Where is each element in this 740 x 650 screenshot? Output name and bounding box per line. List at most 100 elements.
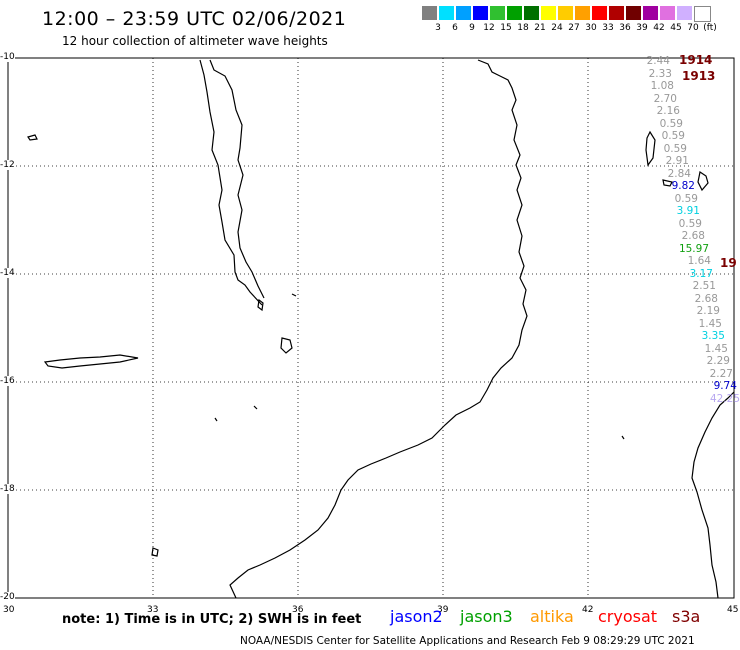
wave-height-value: 0.59 [661,130,685,142]
sat-legend-s3a: s3a [672,607,701,626]
lake-kariba-fragment [151,547,159,557]
wave-height-value: 2.19 [696,305,720,317]
scale-label: 27 [568,23,580,33]
lon-label: 39 [437,605,449,615]
wave-height-value: 9.74 [713,380,737,392]
wave-height-value: 1.08 [650,80,674,92]
units-note: note: 1) Time is in UTC; 2) SWH is in fe… [62,612,362,627]
lake-chiuta [257,298,264,312]
wave-height-value: 3.17 [689,267,713,280]
wave-height-value: 1.64 [687,255,711,267]
sat-legend-jason3: jason3 [460,607,513,626]
time-tag: 1913 [682,69,716,83]
lat-label: -12 [0,160,15,170]
scale-swatch [541,6,556,20]
wave-height-value: 2.91 [665,155,689,167]
scale-label: 24 [551,23,563,33]
wave-height-value: 3.35 [701,330,725,342]
wave-height-value: 2.84 [667,167,691,180]
scale-label: 6 [452,23,458,33]
scale-swatch [575,6,590,20]
comoros-moheli [662,179,673,187]
lon-label: 36 [292,605,304,615]
scale-swatch [490,6,505,20]
wave-height-value: 2.27 [709,367,733,380]
lon-label: 30 [3,605,15,615]
coastline [27,59,735,599]
time-tag: 19 [720,256,737,270]
scale-label: 39 [636,23,648,33]
wave-height-value: 2.33 [648,67,672,80]
lake-chilwa [280,337,293,354]
scale-swatch [507,6,522,20]
wave-height-value: 2.44 [646,55,670,67]
scale-swatch [558,6,573,20]
wave-height-value: 0.59 [674,192,698,205]
madagascar-west-coast [691,391,735,599]
wave-height-value: 0.59 [659,117,683,130]
time-tag: 1914 [679,53,713,67]
sat-legend-cryosat: cryosat [598,607,658,626]
wave-height-value: 2.29 [706,355,730,367]
small-island-a [253,405,258,410]
lon-label: 45 [727,605,739,615]
lake-bangweulu [43,354,139,369]
scale-swatch [524,6,539,20]
lake-mweru [27,134,38,141]
scale-label: 9 [469,23,475,33]
scale-swatch [456,6,471,20]
scale-swatch [643,6,658,20]
comoros-grande [645,130,656,167]
wave-height-value: 2.70 [653,92,677,105]
scale-swatch [422,6,437,20]
graticule [8,58,734,598]
scale-label: 12 [483,23,495,33]
scale-label: 42 [653,23,665,33]
scale-label: 15 [500,23,512,33]
map-frame [7,57,735,599]
wave-height-value: 2.68 [681,230,705,242]
page-subtitle: 12 hour collection of altimeter wave hei… [62,34,328,48]
wave-height-value: 0.59 [678,217,702,230]
wave-height-value: 42.25 [709,392,740,405]
africa-east-coast [229,59,528,599]
wave-height-value: 1.45 [698,317,722,330]
wave-height-value: 2.51 [692,280,716,292]
wave-height-value: 15.97 [678,242,709,255]
wave-height-value: 9.82 [671,180,695,192]
wave-height-value: 2.68 [694,292,718,305]
lat-label: -14 [0,268,15,278]
scale-swatch [439,6,454,20]
page-title: 12:00 – 23:59 UTC 02/06/2021 [42,8,347,30]
lake-malawi-west-shore [199,59,263,306]
lake-malawi-east-shore [209,59,265,299]
lat-label: -10 [0,52,15,62]
lon-label: 42 [582,605,594,615]
wave-height-value: 0.59 [663,142,687,155]
scale-swatch [677,6,692,20]
wave-height-value: 1.45 [704,342,728,355]
small-islet-c [291,293,297,297]
scale-swatch [694,6,711,22]
scale-swatch [626,6,641,20]
scale-label: 3 [435,23,441,33]
scale-swatch [660,6,675,20]
scale-swatch [473,6,488,20]
comoros-anjouan [697,171,709,192]
lat-label: -16 [0,376,15,386]
footer-credit: NOAA/NESDIS Center for Satellite Applica… [240,635,695,647]
lon-label: 33 [147,605,159,615]
scale-swatch [592,6,607,20]
lat-label: -20 [0,592,15,602]
scale-label: 70 [687,23,699,33]
sat-legend-jason2: jason2 [390,607,443,626]
scale-label: (ft) [703,23,717,33]
scale-label: 33 [602,23,614,33]
scale-label: 45 [670,23,682,33]
wave-height-value: 3.91 [676,205,700,217]
scale-label: 21 [534,23,546,33]
scale-label: 36 [619,23,631,33]
sat-legend-altika: altika [530,607,574,626]
wave-height-value: 2.16 [656,105,680,117]
